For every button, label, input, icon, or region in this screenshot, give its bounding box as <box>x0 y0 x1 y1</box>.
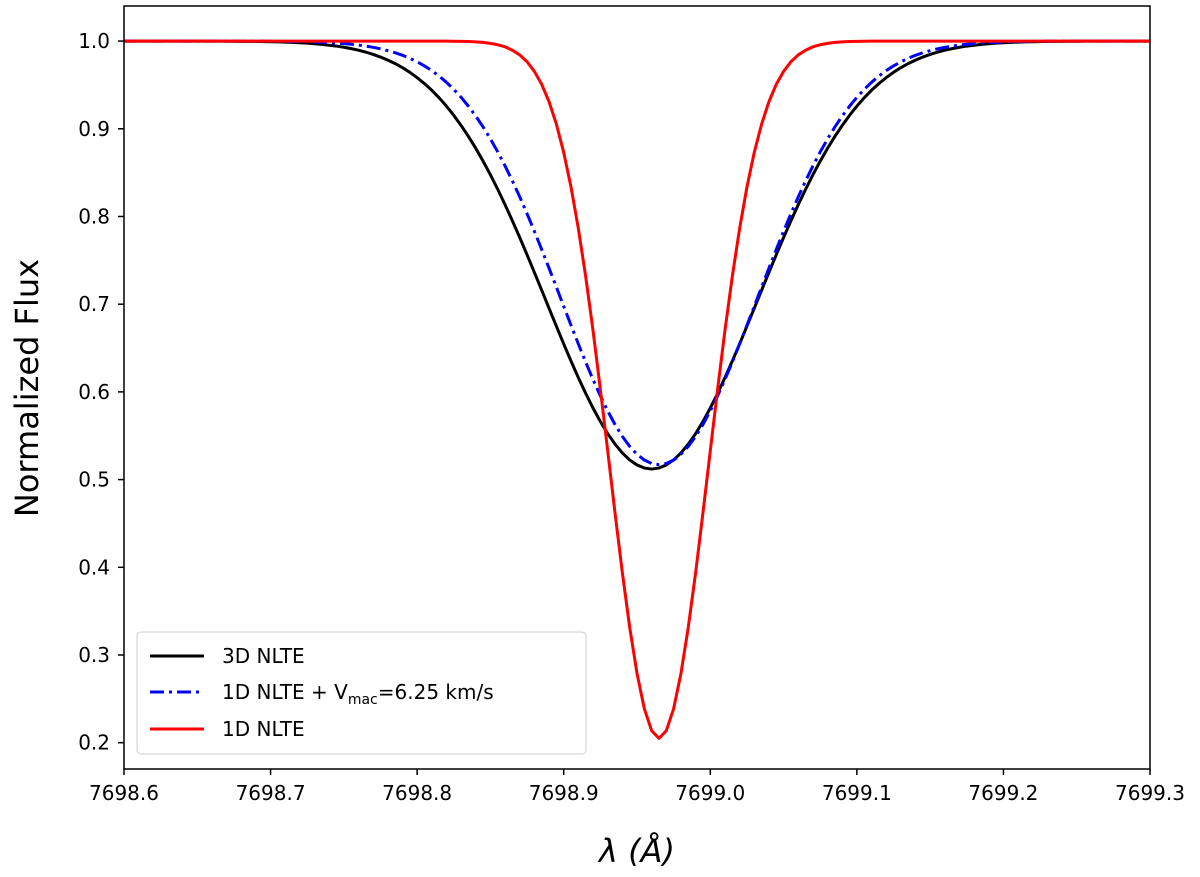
series-line-2 <box>124 39 1150 740</box>
legend: 3D NLTE 1D NLTE + Vmac=6.25 km/s 1D NLTE <box>136 631 587 755</box>
x-tick-label: 7699.2 <box>968 781 1038 805</box>
y-tick-label: 0.5 <box>78 468 110 492</box>
x-tick-label: 7698.8 <box>382 781 452 805</box>
x-tick-label: 7699.3 <box>1115 781 1185 805</box>
y-tick-label: 0.4 <box>78 555 110 579</box>
x-tick-label: 7699.0 <box>675 781 745 805</box>
y-tick-label: 1.0 <box>78 29 110 53</box>
x-tick-label: 7698.7 <box>236 781 306 805</box>
legend-box <box>136 631 587 755</box>
y-tick-label: 0.6 <box>78 380 110 404</box>
legend-label-1d-nlte-vmac: 1D NLTE + Vmac=6.25 km/s <box>222 680 494 708</box>
plot-frame <box>123 5 1151 770</box>
y-tick-label: 0.3 <box>78 643 110 667</box>
y-axis-title: Normalized Flux <box>8 259 46 517</box>
y-tick-label: 0.2 <box>78 731 110 755</box>
x-tick-label: 7698.9 <box>529 781 599 805</box>
y-tick-label: 0.8 <box>78 204 110 228</box>
legend-label-3d-nlte: 3D NLTE <box>222 644 305 668</box>
legend-label-1d-nlte: 1D NLTE <box>222 717 305 741</box>
x-tick-label: 7699.1 <box>822 781 892 805</box>
x-tick-label: 7698.6 <box>89 781 159 805</box>
y-tick-label: 0.7 <box>78 292 110 316</box>
series-line-0 <box>124 39 1150 471</box>
x-axis-title: λ (Å) <box>597 832 675 870</box>
series-line-1 <box>124 39 1150 467</box>
y-tick-label: 0.9 <box>78 117 110 141</box>
